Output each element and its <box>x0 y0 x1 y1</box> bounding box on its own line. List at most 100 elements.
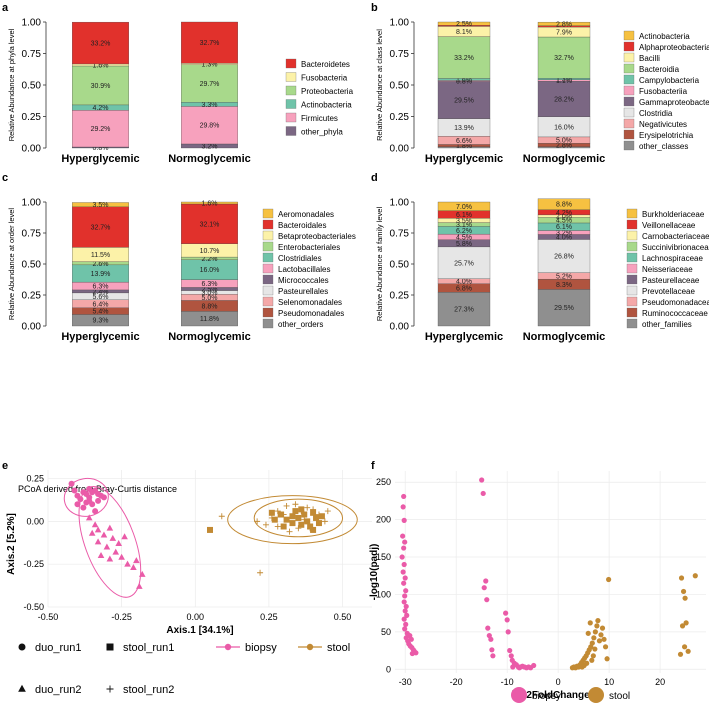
data-point-duo_run1 <box>80 504 87 511</box>
x-tick-label: 0.50 <box>334 612 352 622</box>
data-label-selenomonadales: 6.4% <box>93 301 109 308</box>
legend-swatch-erysipelotrichia <box>623 129 635 140</box>
panel-letter-f: f <box>371 460 375 472</box>
legend-swatch-fusobacteria <box>285 72 297 82</box>
y-tick-label: 0.25 <box>26 474 44 484</box>
y-tick-label: 1.00 <box>390 198 410 209</box>
x-axis-title: log2FoldChange <box>511 690 590 701</box>
bar-segment-prevotellaceae <box>537 239 591 273</box>
legend-label-fusobacteriia: Fusobacteriia <box>639 87 688 96</box>
legend-label-enterobacteriales: Enterobacteriales <box>278 243 340 252</box>
data-point-duo_run2 <box>130 564 137 571</box>
data-point-stool_run1 <box>313 514 320 521</box>
legend-label-aeromonadales: Aeromonadales <box>278 210 334 219</box>
data-label-bacilli: 8.1% <box>456 29 472 36</box>
data-point-biopsy <box>483 578 489 584</box>
data-point-biopsy <box>484 597 490 603</box>
legend-swatch-proteobacteria <box>285 85 297 96</box>
legend-swatch-negativicutes <box>623 118 635 129</box>
data-point-stool_run2 <box>280 511 287 518</box>
x-tick-label: 0.25 <box>260 612 278 622</box>
x-tick-label: Hyperglycemic <box>61 153 139 165</box>
y-tick-label: -0.50 <box>23 602 44 612</box>
data-label-clostridiales: 13.9% <box>91 271 111 278</box>
data-point-stool <box>589 657 595 663</box>
bar-segment-actinobacteria <box>437 21 491 26</box>
data-label-ruminococcaceae: 6.8% <box>456 285 472 292</box>
legend-label-pseudomonadaceae: Pseudomonadaceae <box>642 298 709 307</box>
data-label-lactobacillales: 6.3% <box>202 281 218 288</box>
legend-swatch-ruminococcaceae <box>626 307 638 318</box>
y-tick-label: 0.00 <box>22 322 42 333</box>
data-label-pasteurellaceae: 5.8% <box>456 241 472 248</box>
data-point-biopsy <box>503 610 509 616</box>
y-tick-label: 0.75 <box>22 49 42 60</box>
data-point-duo_run2 <box>103 543 111 550</box>
data-label-betaproteobacteriales: 10.7% <box>200 248 220 255</box>
legend-swatch-lactobacillales <box>262 263 274 274</box>
data-label-neisseriaceae: 4.5% <box>456 234 472 241</box>
data-point-biopsy <box>401 545 407 551</box>
data-point-stool_run2 <box>262 521 269 528</box>
y-tick-label: 0.50 <box>22 260 42 271</box>
data-point-stool_run2 <box>321 518 328 525</box>
data-label-enterobacteriales: 2.2% <box>202 256 218 263</box>
legend-label-biopsy: biopsy <box>245 642 277 654</box>
data-point-stool <box>679 623 686 629</box>
data-label-aeromonadales: 3.5% <box>93 202 109 209</box>
data-label-negativicutes: 5.0% <box>556 138 572 145</box>
y-tick-label: 250 <box>376 477 391 487</box>
legend-swatch-pseudomonadaceae <box>626 296 638 307</box>
legend-swatch-micrococcales <box>262 274 274 285</box>
y-axis-title: Relative Abundance at order level <box>7 208 16 320</box>
y-tick-label: -0.25 <box>23 559 44 569</box>
legend-label-other-classes: other_classes <box>639 142 688 151</box>
data-point-stool_run2 <box>307 525 314 532</box>
data-point-stool_run1 <box>207 526 213 533</box>
data-point-stool <box>606 576 612 583</box>
legend-label-duo_run1: duo_run1 <box>35 642 82 654</box>
data-label-fusobacteriia: 0.8% <box>456 78 472 85</box>
data-label-pseudomonadales: 8.8% <box>202 303 218 310</box>
legend-label-actinobacteria: Actinobacteria <box>639 32 690 41</box>
data-point-stool_run1 <box>280 523 287 530</box>
data-label-other-phyla: 0.8% <box>93 145 109 152</box>
data-point-biopsy <box>479 477 485 483</box>
data-label-campylobacteria: 1.6% <box>456 77 472 84</box>
y-axis-title: Relative Abundance at family level <box>375 207 384 322</box>
data-point-stool_run1 <box>315 520 322 527</box>
data-point-biopsy <box>402 626 408 632</box>
data-point-biopsy <box>489 647 495 653</box>
data-point-biopsy <box>508 653 514 659</box>
y-tick-label: 0.50 <box>390 81 410 92</box>
legend-label-firmicutes: Firmicutes <box>301 114 338 123</box>
legend-swatch-aeromonadales <box>262 208 274 219</box>
data-label-negativicutes: 6.6% <box>456 138 472 145</box>
data-point-stool_run1 <box>295 514 302 521</box>
legend-label-erysipelotrichia: Erysipelotrichia <box>639 131 694 140</box>
data-point-stool <box>678 575 685 581</box>
bar-segment-bacteroidetes <box>72 21 129 65</box>
legend-swatch-pasteurellales <box>262 285 274 296</box>
legend-label-other-orders: other_orders <box>278 320 323 329</box>
data-point-duo_run1 <box>74 501 81 508</box>
x-tick-label: Hyperglycemic <box>425 153 503 165</box>
data-point-stool_run1 <box>304 518 311 525</box>
data-point-duo_run2 <box>136 582 143 589</box>
data-point-biopsy <box>403 621 409 627</box>
data-label-clostridiales: 16.0% <box>200 267 220 274</box>
data-point-stool <box>599 625 606 631</box>
legend-swatch-burkholderiaceae <box>626 208 638 219</box>
data-point-stool_run1 <box>318 513 325 520</box>
data-point-biopsy <box>413 650 419 656</box>
bar-segment-bacteroidales <box>181 203 238 244</box>
panel-a-phyla-chart: 0.00 0.25 0.50 0.75 1.00 Relative Abundance a… <box>7 18 354 166</box>
data-label-erysipelotrichia: 2.8% <box>556 142 572 149</box>
data-label-bacteroidia: 33.2% <box>454 55 474 62</box>
y-tick-label: 50 <box>381 627 391 637</box>
data-point-stool <box>595 618 601 624</box>
bar-segment-proteobacteria <box>181 64 238 103</box>
legend-marker-duo_run2 <box>18 684 26 692</box>
data-label-aeromonadales: 1.6% <box>202 200 218 207</box>
legend-label-stool_run1: stool_run1 <box>123 642 174 654</box>
